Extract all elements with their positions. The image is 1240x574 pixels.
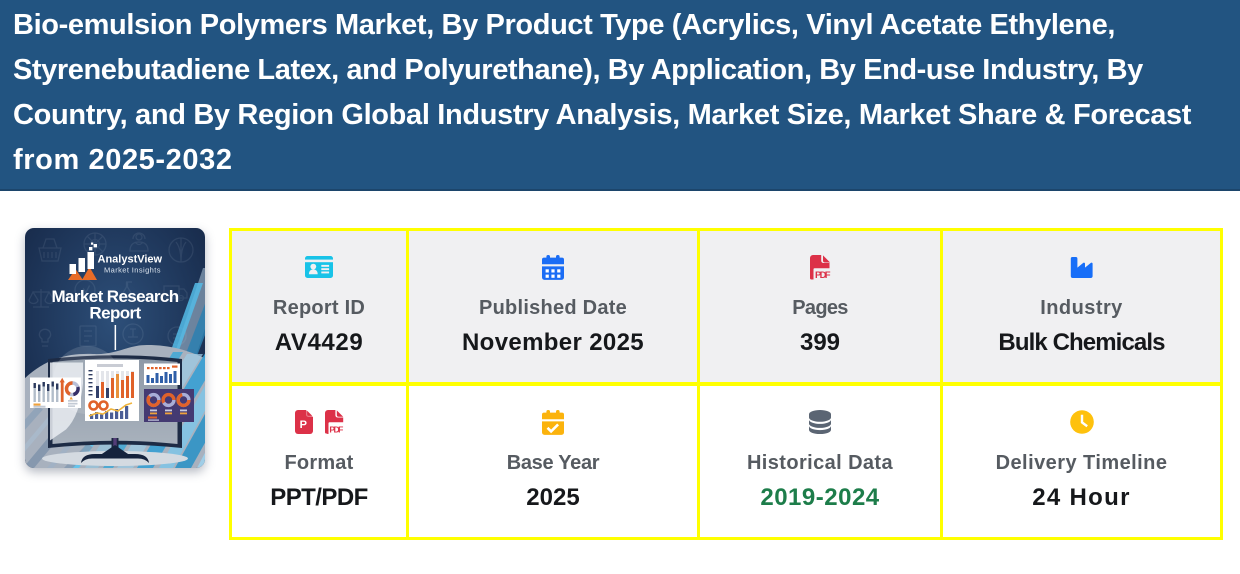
svg-text:PDF: PDF bbox=[815, 270, 831, 280]
svg-text:P: P bbox=[299, 419, 306, 431]
svg-text:Market Research: Market Research bbox=[51, 287, 178, 306]
svg-text:Report: Report bbox=[89, 304, 141, 323]
svg-text:Market Insights: Market Insights bbox=[104, 266, 161, 275]
svg-text:AnalystView: AnalystView bbox=[98, 254, 163, 266]
svg-text:PDF: PDF bbox=[329, 424, 343, 434]
